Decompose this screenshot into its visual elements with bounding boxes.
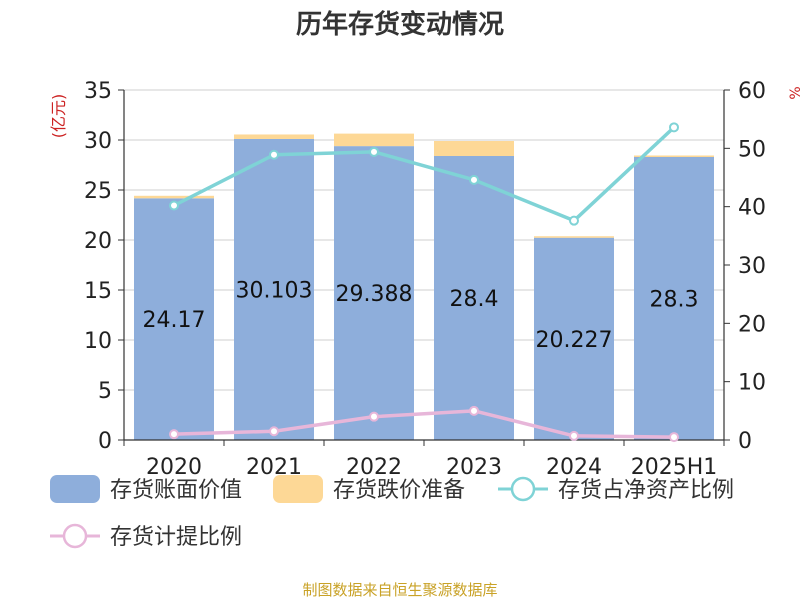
- point-存货占净资产比例: [269, 149, 279, 160]
- point-存货计提比例: [469, 405, 479, 416]
- bar-data-label: 20.227: [536, 328, 613, 353]
- bar-存货账面价值: [234, 138, 314, 440]
- right-axis-label: %: [788, 86, 800, 99]
- left-tick-label: 25: [84, 179, 112, 204]
- legend-label: 存货跌价准备: [333, 478, 465, 503]
- bar-存货跌价准备: [534, 236, 614, 238]
- bar-存货账面价值: [334, 146, 414, 440]
- left-axis-label: (亿元): [49, 94, 68, 139]
- point-存货计提比例: [669, 432, 679, 443]
- point-存货计提比例: [169, 429, 179, 440]
- bars: [134, 133, 714, 440]
- x-tick-label: 2024: [546, 455, 602, 480]
- bar-data-label: 30.103: [236, 278, 313, 303]
- left-tick-label: 10: [84, 329, 112, 354]
- bar-存货跌价准备: [334, 133, 414, 147]
- bar-data-label: 24.17: [143, 308, 206, 333]
- grid-lines: [124, 89, 724, 391]
- point-存货占净资产比例: [569, 215, 579, 226]
- right-tick-label: 10: [738, 371, 766, 396]
- bar-存货跌价准备: [134, 195, 214, 199]
- right-tick-label: 30: [738, 254, 766, 279]
- legend-label: 存货计提比例: [110, 525, 242, 550]
- line-存货占净资产比例: [173, 126, 676, 223]
- bar-存货账面价值: [534, 237, 614, 440]
- lines: [169, 122, 679, 443]
- right-tick-label: 60: [738, 79, 766, 104]
- left-tick-label: 35: [84, 79, 112, 104]
- point-存货占净资产比例: [669, 122, 679, 133]
- bar-存货跌价准备: [234, 134, 314, 139]
- source-note: 制图数据来自恒生聚源数据库: [302, 581, 497, 599]
- left-tick-label: 0: [98, 429, 112, 454]
- x-tick-label: 2020: [146, 455, 202, 480]
- point-存货占净资产比例: [469, 174, 479, 185]
- x-tick-label: 2025H1: [631, 455, 718, 480]
- bar-存货账面价值: [634, 157, 714, 440]
- bar-存货账面价值: [134, 198, 214, 440]
- legend-label: 存货占净资产比例: [558, 478, 734, 503]
- bar-存货账面价值: [434, 156, 514, 440]
- x-tick-label: 2023: [446, 455, 502, 480]
- point-存货计提比例: [569, 430, 579, 441]
- legend-swatch-存货账面价值: [50, 475, 100, 503]
- data-labels: 24.17 30.103 29.388 28.4 20.227 28.3: [143, 278, 699, 352]
- bar-存货跌价准备: [434, 141, 514, 156]
- point-存货计提比例: [269, 426, 279, 437]
- bar-data-label: 28.3: [650, 288, 699, 313]
- left-tick-label: 30: [84, 129, 112, 154]
- point-存货计提比例: [369, 411, 379, 422]
- left-tick-label: 5: [98, 379, 112, 404]
- left-tick-label: 15: [84, 279, 112, 304]
- legend-label: 存货账面价值: [110, 478, 242, 503]
- right-tick-label: 20: [738, 312, 766, 337]
- line-存货计提比例: [173, 409, 675, 439]
- bar-data-label: 29.388: [336, 282, 413, 307]
- point-存货占净资产比例: [169, 200, 179, 211]
- chart-title: 历年存货变动情况: [296, 9, 504, 40]
- bar-data-label: 28.4: [450, 287, 499, 312]
- right-tick-label: 40: [738, 196, 766, 221]
- legend-marker-存货占净资产比例: [510, 476, 536, 502]
- point-存货占净资产比例: [369, 146, 379, 157]
- bar-存货跌价准备: [634, 155, 714, 157]
- right-tick-label: 50: [738, 137, 766, 162]
- x-tick-label: 2022: [346, 455, 402, 480]
- legend-marker-存货计提比例: [62, 523, 88, 549]
- right-tick-label: 0: [738, 429, 752, 454]
- left-tick-label: 20: [84, 229, 112, 254]
- legend-swatch-存货跌价准备: [273, 475, 323, 503]
